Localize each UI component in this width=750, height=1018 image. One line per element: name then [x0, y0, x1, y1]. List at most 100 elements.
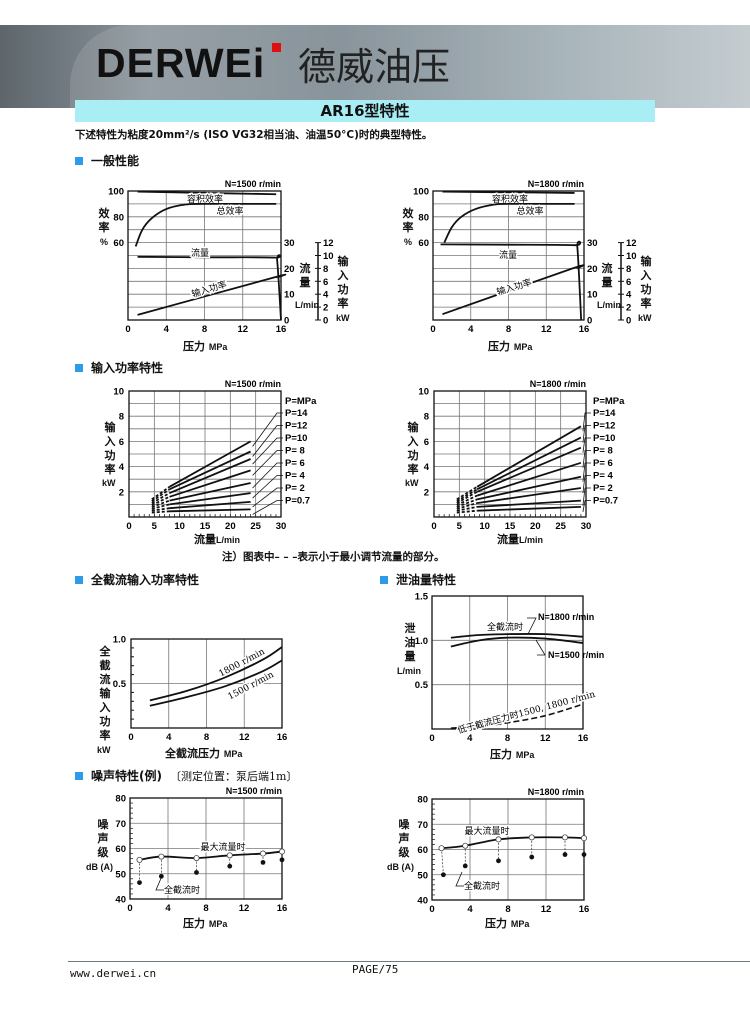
input-power-axis-unit: kW	[405, 478, 419, 488]
y-tick-label: 100	[108, 187, 124, 198]
max-flow-point	[259, 850, 266, 857]
input-power-axis-unit: kW	[102, 478, 116, 488]
power-tick-label: 8	[323, 264, 328, 275]
x-tick-label: 10	[174, 521, 185, 532]
dashed-line	[151, 488, 171, 503]
power-tick-label: 4	[626, 290, 632, 301]
power-line	[476, 475, 582, 501]
x-tick-label: 4	[467, 733, 473, 744]
max-flow-point	[226, 852, 233, 859]
x-tick-label: 15	[505, 521, 516, 532]
pressure-axis-title: 压力 MPa	[490, 748, 535, 761]
legend-leader	[252, 462, 283, 489]
x-tick-label: 16	[579, 324, 590, 335]
footer-url[interactable]: www.derwei.cn	[70, 967, 157, 980]
section-input-power: 输入功率特性	[75, 359, 163, 376]
bullet-square-icon	[75, 575, 83, 584]
legend-label: P= 4	[593, 471, 614, 482]
cutoff-point	[462, 863, 468, 869]
y-tick-label: 10	[284, 290, 295, 301]
power-line	[169, 440, 252, 488]
bullet-square-icon	[380, 575, 388, 584]
x-tick-label: 0	[429, 904, 434, 915]
power-tick-label: 10	[626, 251, 637, 262]
legend-label: P= 8	[593, 446, 613, 457]
series-line-power	[442, 264, 585, 316]
dashed-line	[456, 491, 478, 504]
max-flow-label: 最大流量时	[200, 841, 245, 853]
legend-leader	[252, 412, 283, 447]
plot-frame	[431, 595, 584, 730]
legend-header: P=MPa	[285, 396, 317, 407]
dashed-line	[151, 507, 170, 512]
footer-divider	[68, 961, 750, 962]
cutoff-point	[562, 852, 568, 857]
y-tick-label: 6	[424, 437, 429, 448]
power-tick-label: 12	[323, 238, 334, 249]
series-line-eff	[442, 190, 575, 194]
noise-axis-title: 噪声级	[97, 818, 109, 859]
cutoff-point	[581, 852, 587, 857]
y-tick-label: 80	[115, 794, 126, 805]
x-tick-label: 0	[430, 324, 435, 335]
x-tick-label: 8	[203, 903, 208, 914]
legend-label: P=0.7	[285, 496, 310, 507]
rpm-label: N=1800 r/min	[530, 379, 586, 389]
y-tick-label: 1.0	[415, 636, 428, 647]
cutoff-point	[194, 870, 199, 875]
bullet-square-icon	[75, 363, 83, 372]
power-line	[476, 461, 582, 497]
max-flow-point	[581, 835, 588, 842]
x-tick-label: 8	[505, 904, 510, 915]
power-tick-label: 10	[323, 251, 334, 262]
flow-x-axis-title: 流量L/min	[194, 533, 240, 546]
y-tick-label: 4	[119, 462, 125, 473]
x-tick-label: 12	[541, 904, 552, 915]
legend-label: P=12	[285, 421, 307, 432]
legend-leader	[582, 450, 591, 468]
rpm-label: N=1800 r/min	[528, 179, 584, 189]
leader-line	[527, 617, 537, 635]
cutoff-point	[441, 872, 446, 878]
logo: DERWEi	[96, 40, 266, 86]
legend-header: P=MPa	[593, 396, 625, 407]
leakage-axis-unit: L/min	[397, 666, 421, 676]
power-axis-unit: kW	[638, 313, 652, 323]
legend-leader	[252, 425, 283, 457]
pressure-axis-title: 压力 MPa	[485, 917, 530, 930]
cutoff-label: 全截流时	[464, 880, 500, 892]
full-cutoff-pressure-axis-title: 全截流压力 MPa	[165, 747, 243, 760]
y-tick-label: 60	[115, 844, 126, 855]
chart-leakage: 0 4 8 12 16 0.5 1.0 1.5 全截流时 N=1800 r/min N=1500 r…	[415, 592, 605, 745]
dashed-leakage-line	[450, 703, 584, 729]
plot-frame	[129, 797, 283, 900]
y-tick-label: 20	[587, 264, 598, 275]
power-line	[169, 482, 251, 502]
power-line	[476, 487, 582, 504]
input-power-axis-title: 输入功率	[407, 421, 419, 476]
legend-leader	[252, 437, 283, 465]
y-tick-label: 30	[284, 238, 295, 249]
dashed-line	[456, 488, 478, 503]
noise-axis-title: 噪声级	[398, 818, 410, 859]
y-tick-label: 1.0	[113, 635, 126, 646]
max-flow-point	[528, 834, 535, 841]
dashed-line	[151, 499, 170, 508]
power-tick-label: 2	[626, 303, 631, 314]
rpm-label: N=1500 r/min	[226, 786, 282, 796]
legend-label: P= 8	[285, 446, 305, 457]
legend-label: P=10	[285, 433, 307, 444]
power-line	[169, 501, 251, 510]
power-line	[149, 659, 283, 707]
leakage-line	[450, 632, 584, 639]
cutoff-point	[158, 873, 164, 879]
y-tick-label: 80	[113, 212, 124, 223]
power-line	[477, 506, 581, 512]
power-line	[169, 469, 251, 498]
legend-leader	[582, 500, 591, 512]
series-label: N=1500 r/min	[548, 650, 604, 660]
connector-line	[441, 848, 444, 875]
